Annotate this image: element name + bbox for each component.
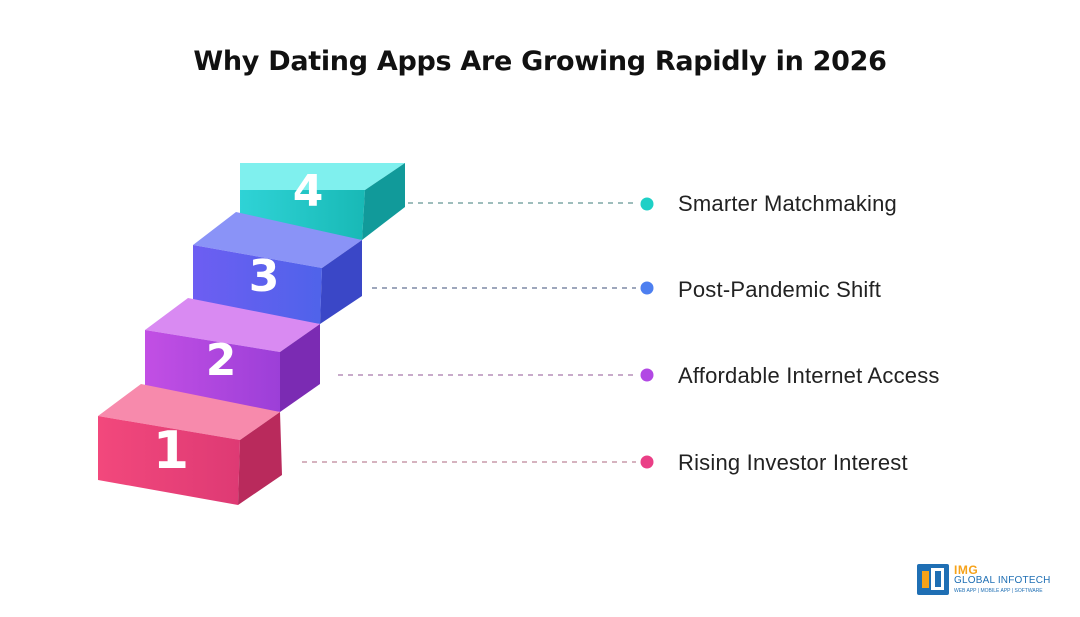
- step-1-number: 1: [153, 421, 189, 481]
- step-4-label: Smarter Matchmaking: [678, 191, 897, 216]
- logo-line-1: IMG: [954, 563, 979, 577]
- logo-line-3: WEB APP | MOBILE APP | SOFTWARE: [954, 588, 1043, 594]
- step-4-dot: [640, 197, 654, 211]
- step-3-number: 3: [249, 251, 280, 302]
- step-2-dot: [640, 368, 654, 382]
- page-title: Why Dating Apps Are Growing Rapidly in 2…: [193, 46, 887, 77]
- company-logo: IMG GLOBAL INFOTECH WEB APP | MOBILE APP…: [917, 563, 1057, 597]
- step-1-block: [98, 384, 282, 505]
- logo-mark-icon: [917, 564, 949, 595]
- step-2-block: [145, 298, 320, 412]
- step-3-label: Post-Pandemic Shift: [678, 277, 882, 302]
- step-1-label: Rising Investor Interest: [678, 450, 908, 475]
- step-2-label: Affordable Internet Access: [678, 363, 940, 388]
- step-3-block: [193, 212, 362, 324]
- step-1-dot: [640, 455, 654, 469]
- step-3-dot: [640, 281, 654, 295]
- step-4-number: 4: [293, 166, 324, 217]
- step-2-number: 2: [206, 335, 237, 386]
- logo-line-2: GLOBAL INFOTECH: [954, 575, 1051, 586]
- step-4-block: [240, 163, 405, 240]
